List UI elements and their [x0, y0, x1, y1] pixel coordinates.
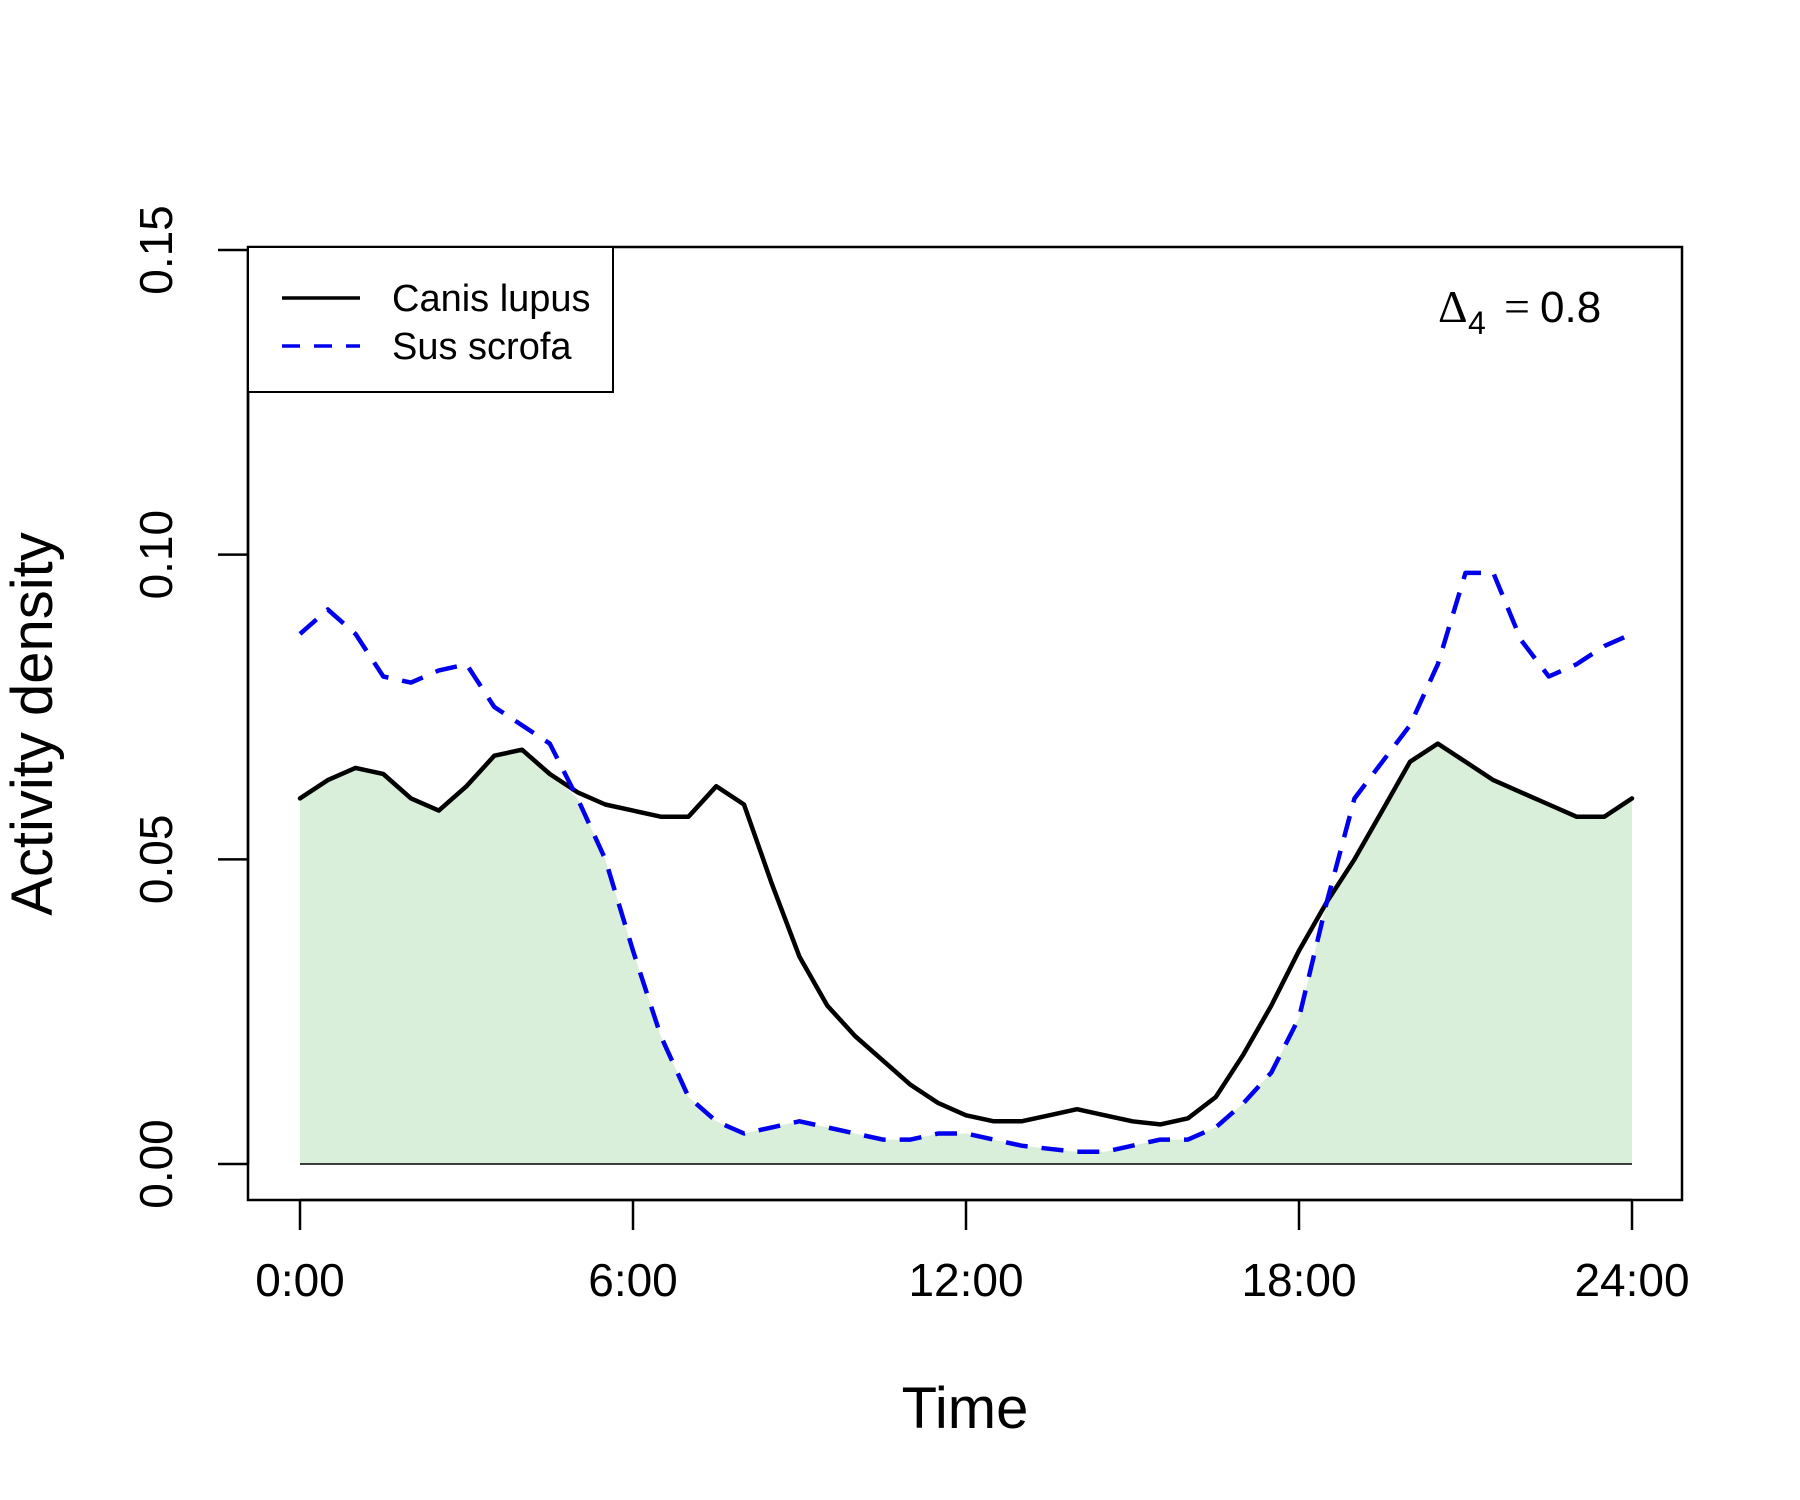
- legend: Canis lupus Sus scrofa: [247, 246, 614, 393]
- series-line-sus-scrofa: [298, 570, 1633, 1155]
- x-axis: 0:00 6:00 12:00 18:00 24:00: [255, 1198, 1690, 1306]
- x-tick-label: 18:00: [1241, 1254, 1356, 1306]
- legend-label-sus-scrofa: Sus scrofa: [392, 326, 572, 368]
- y-tick-label: 0.05: [130, 815, 182, 905]
- x-tick-label: 12:00: [908, 1254, 1023, 1306]
- y-axis: 0.00 0.05 0.10 0.15: [130, 205, 250, 1209]
- overlap-annotation: Δ 4 = 0.8: [1438, 281, 1601, 341]
- legend-label-canis-lupus: Canis lupus: [392, 278, 591, 320]
- y-tick-label: 0.10: [130, 510, 182, 600]
- annotation-subscript: 4: [1468, 305, 1486, 341]
- series-line-canis-lupus: [297, 741, 1635, 1127]
- x-tick-label: 0:00: [255, 1254, 345, 1306]
- x-tick-label: 24:00: [1574, 1254, 1689, 1306]
- y-tick-label: 0.15: [130, 205, 182, 295]
- legend-box: [247, 246, 614, 393]
- y-axis-title: Activity density: [0, 532, 65, 916]
- annotation-delta-symbol: Δ: [1438, 281, 1468, 332]
- y-tick-label: 0.00: [130, 1119, 182, 1209]
- x-tick-label: 6:00: [588, 1254, 678, 1306]
- x-axis-title: Time: [902, 1376, 1029, 1441]
- annotation-equals: =: [1504, 281, 1530, 332]
- annotation-value: 0.8: [1540, 283, 1601, 332]
- overlap-area: [300, 743, 1632, 1164]
